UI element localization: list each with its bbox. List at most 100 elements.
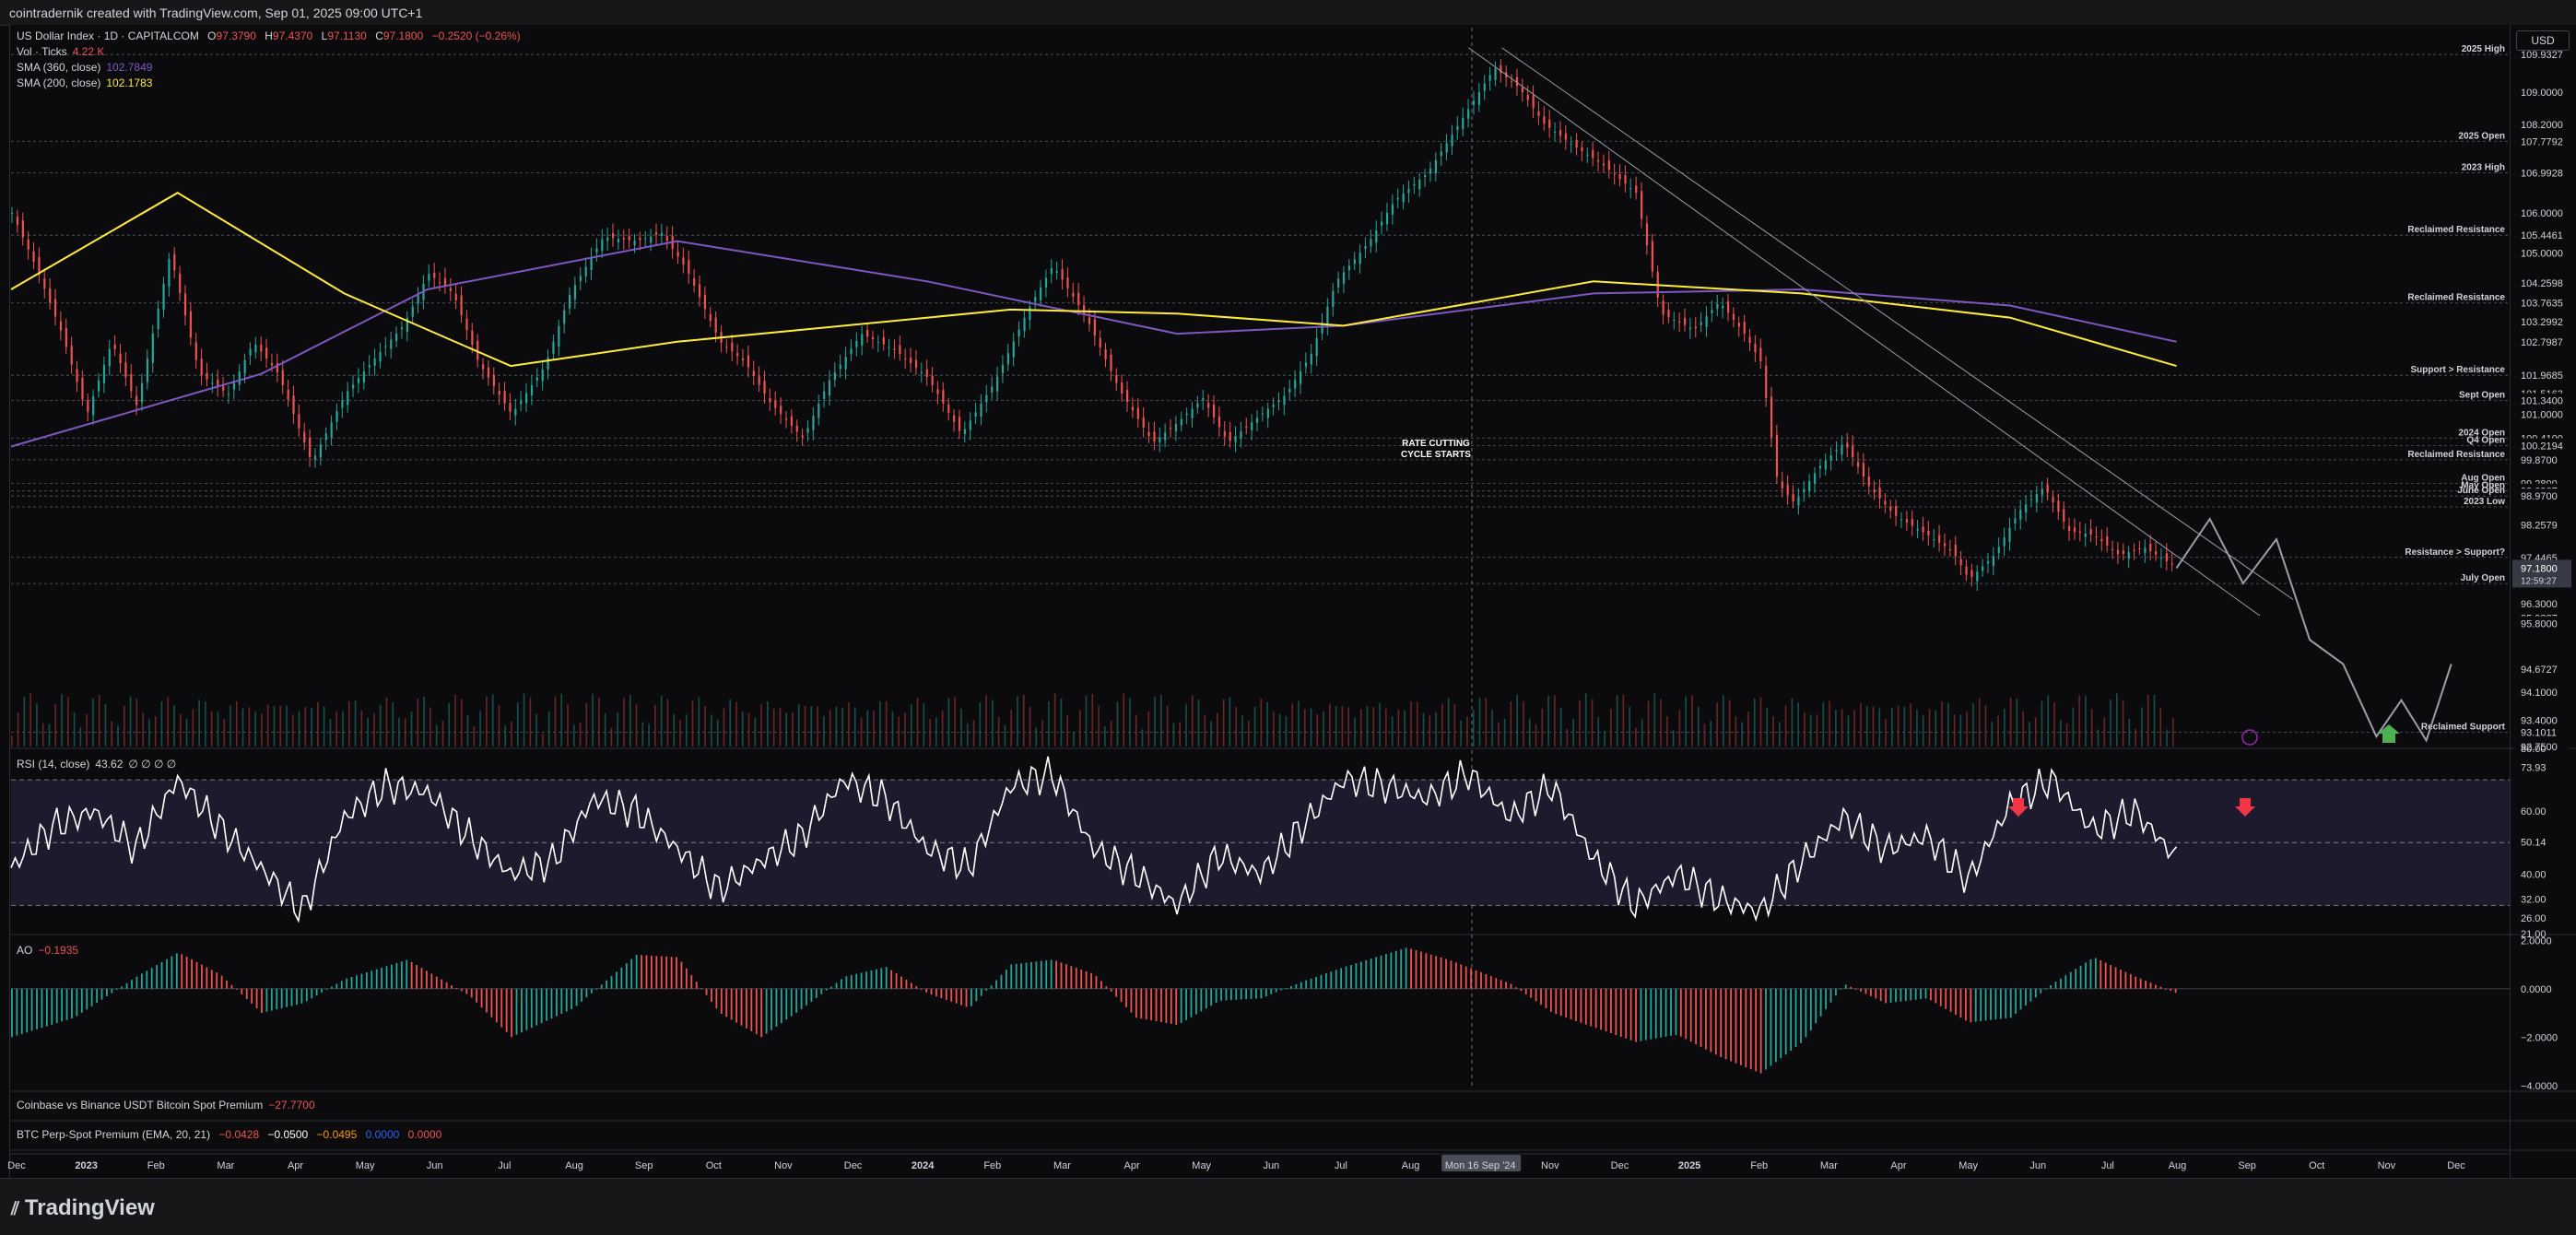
volume-bar [1865, 706, 1868, 747]
ao-bar [2174, 988, 2177, 994]
candle-body [601, 239, 604, 252]
ao-bar [2009, 988, 2012, 1018]
volume-bar [741, 712, 744, 747]
volume-bar [1572, 718, 1574, 747]
candle-body [1835, 450, 1838, 452]
ao-bar [1889, 988, 1892, 1003]
ao-bar [1875, 988, 1877, 999]
ao-bar [1724, 988, 1727, 1060]
volume-bar [1772, 716, 1774, 747]
volume-bar [2078, 695, 2080, 747]
y-tick-bg-25 [2514, 595, 2570, 610]
volume-bar [1160, 694, 1162, 747]
ao-bar [1530, 988, 1533, 998]
volume-bar [1710, 720, 1712, 747]
volume-bar [1616, 695, 1618, 747]
symbol-legend: US Dollar Index · 1D · CAPITALCOM O97.37… [17, 29, 521, 42]
candle-body [1147, 431, 1150, 436]
candle-body [2008, 527, 2011, 542]
ao-bar [90, 988, 93, 1006]
sma200-line [10, 192, 2177, 368]
level-label-5: Support > Resistance [2410, 365, 2505, 375]
volume-bar [179, 713, 182, 747]
volume-bar [923, 703, 925, 747]
ao-bar [490, 988, 493, 1017]
candle-body [844, 357, 847, 370]
candle-body [2052, 497, 2054, 502]
volume-bar [410, 712, 413, 747]
volume-bar [1935, 711, 1937, 747]
candle-body [1543, 116, 1546, 124]
volume-bar [666, 699, 669, 747]
volume-bar [1391, 716, 1394, 747]
ao-bar [286, 988, 288, 1007]
candle-body [1824, 460, 1827, 470]
volume-bar [648, 723, 650, 747]
x-tick-16: Apr [1123, 1160, 1139, 1171]
ao-bar [1150, 988, 1153, 1021]
ao-bar [245, 988, 248, 999]
candle-body [2100, 538, 2103, 542]
volume-bar [148, 719, 150, 747]
volume-bar [610, 728, 613, 747]
ao-bar [1885, 988, 1888, 1004]
ao-bar [381, 967, 383, 989]
volume-bar [1741, 722, 1743, 747]
ao-bar [121, 986, 124, 989]
candle-body [547, 357, 549, 370]
candle-body [1997, 547, 2000, 554]
candle-body [1229, 431, 1231, 441]
ao-bar [1310, 978, 1312, 989]
ao-bar [1860, 988, 1862, 992]
volume-bar [298, 711, 300, 747]
ao-bar [670, 957, 673, 989]
volume-bar [1323, 711, 1324, 747]
ao-bar [1869, 988, 1872, 996]
candle-body [530, 385, 534, 395]
candle-body [1933, 538, 1935, 541]
volume-bar [1359, 709, 1362, 747]
x-tick-3: Mar [217, 1160, 234, 1171]
ao-bar [630, 959, 633, 989]
ao-bar [800, 988, 803, 1010]
currency-button[interactable]: USD [2516, 30, 2570, 51]
ohlc-low: L97.1130 [321, 29, 367, 42]
ao-bar [880, 968, 883, 989]
candle-body [1494, 68, 1497, 80]
volume-bar [379, 704, 382, 747]
ao-bar [555, 988, 558, 1017]
volume-bar [2166, 729, 2168, 747]
tradingview-logo[interactable]: ⫽ TradingView [11, 1195, 155, 1220]
volume-bar [1435, 712, 1437, 747]
ao-bar [975, 988, 978, 1002]
ao-bar [146, 970, 148, 989]
candle-body [2138, 548, 2141, 550]
volume-bar [1966, 712, 1968, 747]
ao-bar [905, 979, 908, 989]
candle-body [2046, 484, 2049, 493]
candle-body [736, 353, 739, 357]
ao-bar [2034, 988, 2037, 998]
volume-bar [429, 707, 431, 747]
volume-bar [2135, 728, 2136, 747]
sma200-legend: SMA (200, close) 102.1783 [17, 76, 153, 89]
ao-bar [1405, 947, 1407, 989]
ao-bar [96, 988, 98, 1004]
ao-bar [1924, 988, 1927, 999]
volume-bar [735, 701, 737, 747]
ao-bar [570, 988, 573, 1010]
volume-bar [1073, 732, 1075, 747]
ao-bar [845, 976, 848, 989]
volume-bar [448, 702, 451, 747]
y-tick-label-32: 92.7500 [2521, 742, 2558, 753]
volume-bar [1922, 715, 1924, 747]
volume-bar [329, 719, 332, 747]
ao-bar [1470, 968, 1473, 989]
candle-body [1737, 323, 1740, 327]
ao-bar [1130, 988, 1133, 1013]
ao-bar [1580, 988, 1582, 1023]
candle-body [698, 284, 701, 298]
ao-bar [315, 988, 318, 996]
ao-bar [1829, 988, 1832, 1003]
